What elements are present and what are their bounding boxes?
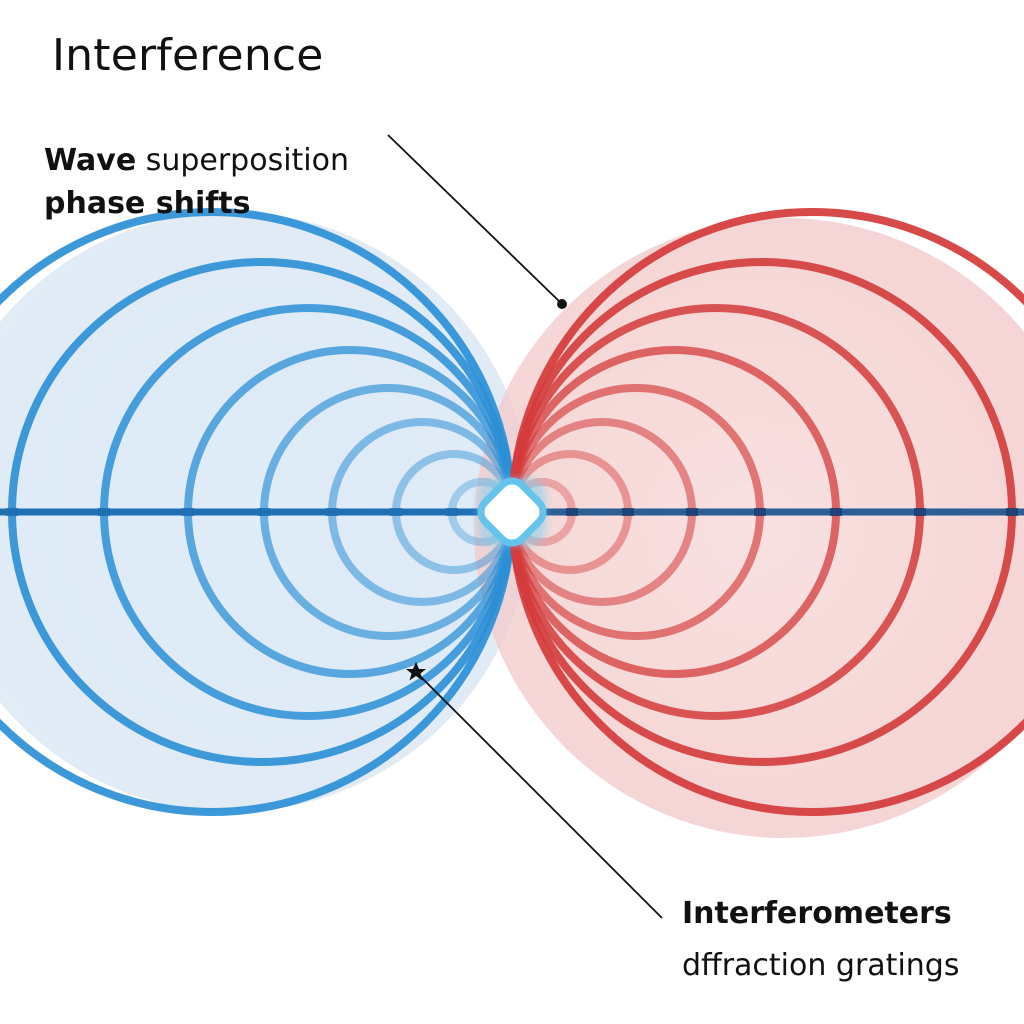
axis-crossing-mark (1006, 508, 1018, 516)
axis-crossing-mark (6, 508, 18, 516)
axis-crossing-mark (182, 508, 194, 516)
axis-crossing-mark (326, 508, 338, 516)
label-wave-superposition: Wave superposition (44, 143, 349, 178)
rounded-diamond-icon (477, 477, 547, 547)
label-wave-bold: Wave (44, 143, 137, 178)
leader-line-bottom (415, 671, 663, 919)
axis-crossing-mark (830, 508, 842, 516)
axis-crossing-mark (390, 508, 402, 516)
axis-crossing-mark (686, 508, 698, 516)
axis-crossing-mark (566, 508, 578, 516)
axis-crossing-mark (914, 508, 926, 516)
label-phase-shifts: phase shifts (44, 186, 251, 221)
axis-crossing-mark (754, 508, 766, 516)
axis-crossings (6, 508, 1018, 516)
label-diffraction-gratings: dffraction gratings (682, 948, 960, 983)
star-icon (406, 662, 426, 681)
label-wave-rest: superposition (136, 143, 350, 178)
leader-line-top (387, 134, 563, 305)
axis-crossing-mark (622, 508, 634, 516)
label-interferometers: Interferometers (682, 896, 952, 931)
axis-crossing-mark (98, 508, 110, 516)
leader-dot-top (557, 299, 567, 309)
axis-crossing-mark (446, 508, 458, 516)
diagram-title: Interference (52, 30, 324, 81)
axis-crossing-mark (258, 508, 270, 516)
